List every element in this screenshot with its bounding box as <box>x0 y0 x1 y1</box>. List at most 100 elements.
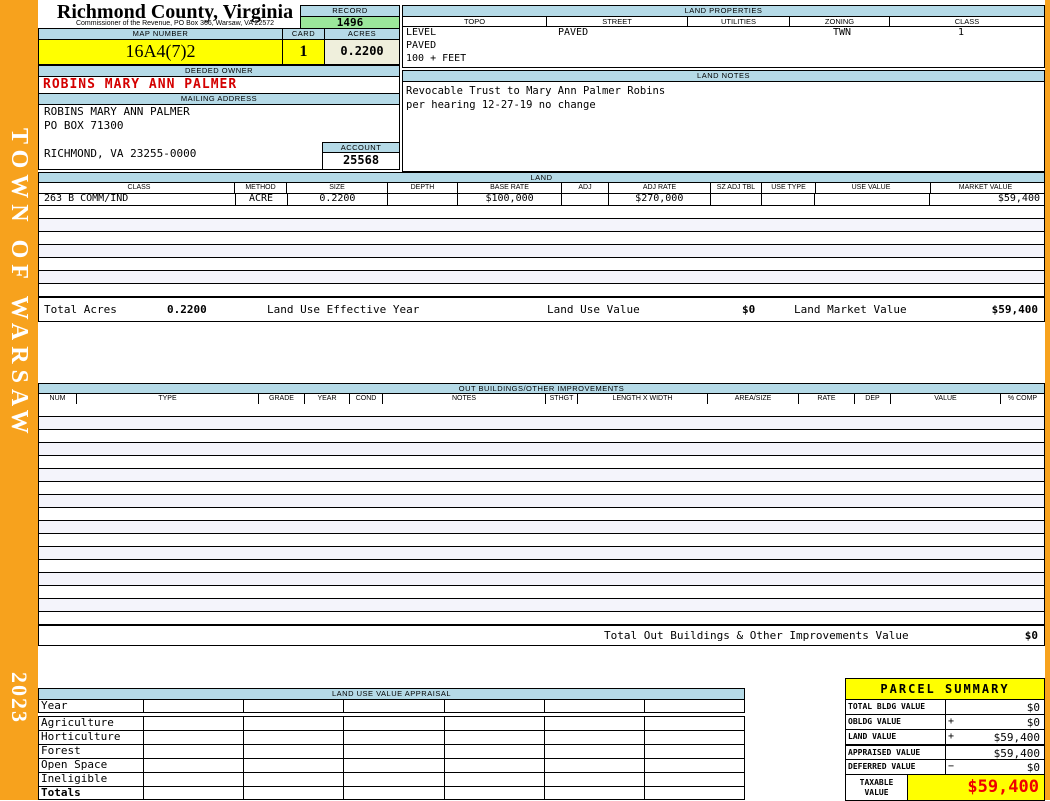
land-col-use-type: USE TYPE <box>762 182 816 194</box>
land-cell-use-value <box>815 193 931 205</box>
empty-table-row <box>39 206 1044 219</box>
land-table-row: 263 B COMM/IND ACRE 0.2200 $100,000 $270… <box>38 193 1045 206</box>
appraisal-row-ineligible: Ineligible <box>38 772 745 786</box>
appraisal-row-year: Year <box>38 699 745 713</box>
taxable-value-label: TAXABLE VALUE <box>846 775 908 800</box>
empty-table-row <box>39 495 1044 508</box>
summary-row-total-bldg: TOTAL BLDG VALUE $0 <box>846 700 1044 715</box>
land-totals-row: Total Acres 0.2200 Land Use Effective Ye… <box>38 297 1045 322</box>
land-market-value: $59,400 <box>991 303 1038 316</box>
appraisal-cell <box>244 759 345 772</box>
summary-operator: + <box>948 716 955 727</box>
taxable-value: $59,400 <box>908 775 1044 800</box>
land-cell-class: 263 B COMM/IND <box>39 193 236 205</box>
land-cell-base-rate: $100,000 <box>458 193 562 205</box>
appraisal-row-label: Horticulture <box>39 731 144 744</box>
ob-total-label: Total Out Buildings & Other Improvements… <box>604 629 909 642</box>
county-title: Richmond County, Virginia <box>56 1 294 23</box>
land-cell-sz-adj-tbl <box>711 193 762 205</box>
land-use-appraisal-table: Agriculture Horticulture Forest Open Spa… <box>38 716 745 800</box>
summary-operator: − <box>948 761 955 772</box>
land-note-line: per hearing 12-27-19 no change <box>406 99 596 111</box>
summary-row-obldg: OBLDG VALUE + $0 <box>846 715 1044 730</box>
tax-year-label: 2023 <box>7 672 32 724</box>
appraisal-row-label: Totals <box>39 787 144 799</box>
empty-table-row <box>39 271 1044 284</box>
appraisal-cell <box>545 787 645 799</box>
appraisal-row-open-space: Open Space <box>38 758 745 772</box>
out-buildings-headers: NUM TYPE GRADE YEAR COND NOTES STHGT LEN… <box>38 393 1045 405</box>
topo-value: PAVED <box>406 40 437 51</box>
col-street: STREET <box>547 16 688 27</box>
land-col-depth: DEPTH <box>388 182 458 194</box>
summary-operator: + <box>948 731 955 742</box>
land-empty-rows <box>38 206 1045 297</box>
out-buildings-empty-rows <box>38 404 1045 625</box>
empty-table-row <box>39 284 1044 297</box>
empty-table-row <box>39 219 1044 232</box>
land-cell-size: 0.2200 <box>288 193 389 205</box>
mailing-address-line: RICHMOND, VA 23255-0000 <box>44 147 197 160</box>
land-note-line: Revocable Trust to Mary Ann Palmer Robin… <box>406 85 666 97</box>
appraisal-cell <box>445 731 545 744</box>
parcel-summary-title: PARCEL SUMMARY <box>846 679 1044 700</box>
land-cell-adj <box>562 193 609 205</box>
appraisal-cell <box>545 773 645 786</box>
appraisal-cell <box>445 787 545 799</box>
empty-table-row <box>39 521 1044 534</box>
appraisal-cell <box>344 745 445 758</box>
summary-row-deferred: DEFERRED VALUE − $0 <box>846 760 1044 775</box>
appraisal-cell <box>144 700 245 712</box>
land-market-value-label: Land Market Value <box>794 303 907 316</box>
empty-table-row <box>39 612 1044 625</box>
appraisal-cell <box>344 717 445 730</box>
topo-value: LEVEL <box>406 27 437 38</box>
empty-table-row <box>39 508 1044 521</box>
empty-table-row <box>39 547 1044 560</box>
warsaw-sidebar: TOWN OF WARSAW 2023 <box>0 0 38 800</box>
empty-table-row <box>39 586 1044 599</box>
appraisal-cell <box>645 731 744 744</box>
summary-value: $0 <box>1026 701 1040 714</box>
appraisal-row-label: Open Space <box>39 759 144 772</box>
appraisal-cell <box>645 700 744 712</box>
class-value: 1 <box>958 27 965 38</box>
summary-label: TOTAL BLDG VALUE <box>846 700 946 714</box>
appraisal-row-label: Ineligible <box>39 773 144 786</box>
land-properties-columns: TOPO STREET UTILITIES ZONING CLASS <box>402 16 1045 27</box>
mailing-address-line: PO BOX 71300 <box>44 119 124 132</box>
appraisal-row-label: Year <box>39 700 144 712</box>
appraisal-cell <box>445 745 545 758</box>
appraisal-cell <box>645 773 744 786</box>
empty-table-row <box>39 560 1044 573</box>
account-value: 25568 <box>322 152 400 170</box>
appraisal-cell <box>144 745 245 758</box>
land-cell-adj-rate: $270,000 <box>609 193 711 205</box>
land-table-headers: CLASS METHOD SIZE DEPTH BASE RATE ADJ AD… <box>38 182 1045 194</box>
summary-label: DEFERRED VALUE <box>846 760 946 774</box>
summary-row-appraised: APPRAISED VALUE $59,400 <box>846 745 1044 760</box>
land-col-adj: ADJ <box>562 182 609 194</box>
appraisal-cell <box>144 773 245 786</box>
appraisal-cell <box>545 717 645 730</box>
appraisal-cell <box>645 759 744 772</box>
appraisal-row-label: Forest <box>39 745 144 758</box>
right-border <box>1045 0 1050 800</box>
empty-table-row <box>39 573 1044 586</box>
empty-table-row <box>39 430 1044 443</box>
appraisal-row-label: Agriculture <box>39 717 144 730</box>
land-col-base-rate: BASE RATE <box>458 182 562 194</box>
summary-value: $0 <box>1026 716 1040 729</box>
appraisal-cell <box>545 731 645 744</box>
empty-table-row <box>39 456 1044 469</box>
appraisal-row-horticulture: Horticulture <box>38 730 745 744</box>
land-use-value-label: Land Use Value <box>547 303 640 316</box>
land-cell-method: ACRE <box>236 193 288 205</box>
appraisal-cell <box>244 700 345 712</box>
empty-table-row <box>39 469 1044 482</box>
appraisal-cell <box>445 773 545 786</box>
summary-label: LAND VALUE <box>846 730 946 744</box>
appraisal-cell <box>545 759 645 772</box>
appraisal-cell <box>344 731 445 744</box>
summary-label: APPRAISED VALUE <box>846 746 946 759</box>
